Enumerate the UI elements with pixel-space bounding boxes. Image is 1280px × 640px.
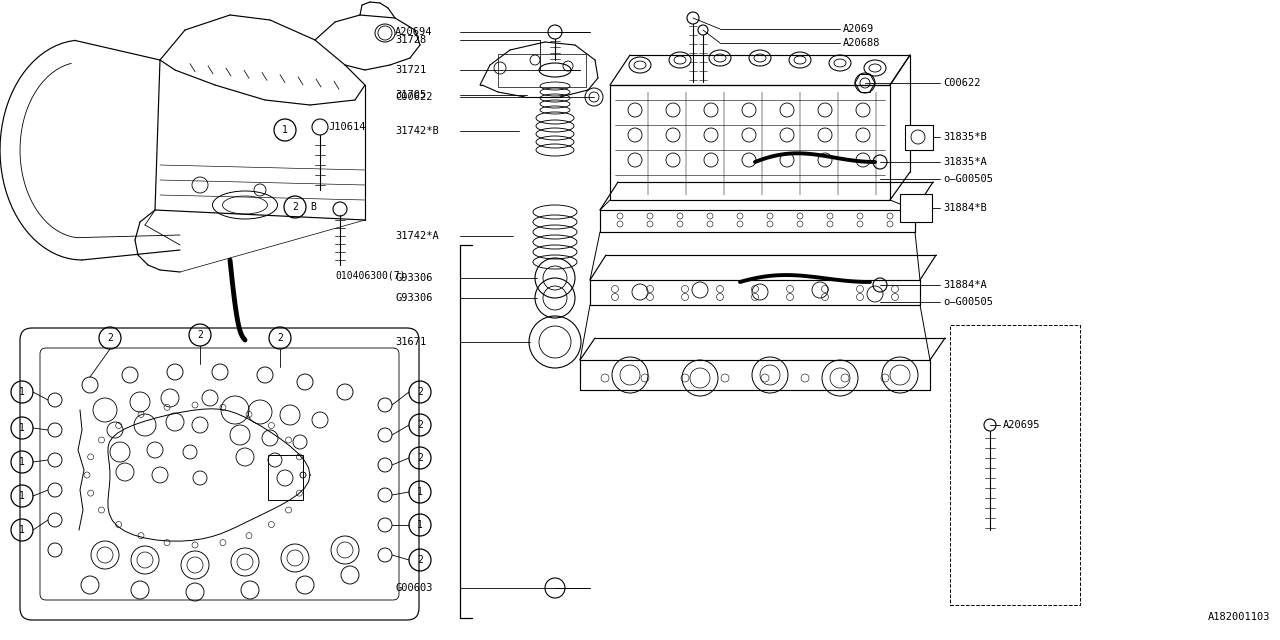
- Bar: [905, 125, 933, 150]
- Text: A2069: A2069: [844, 24, 874, 34]
- Text: 1: 1: [19, 457, 24, 467]
- Text: 31835*B: 31835*B: [943, 132, 987, 142]
- Text: 2: 2: [276, 333, 283, 343]
- Text: C00622: C00622: [396, 92, 433, 102]
- Text: G93306: G93306: [396, 273, 433, 283]
- Bar: [950, 325, 1080, 605]
- Text: 31742*B: 31742*B: [396, 126, 439, 136]
- Text: 010406300(7): 010406300(7): [335, 270, 406, 280]
- Text: 1: 1: [282, 125, 288, 135]
- Text: 1: 1: [417, 487, 422, 497]
- Text: 1: 1: [19, 387, 24, 397]
- Text: A20694: A20694: [396, 27, 433, 37]
- Text: 31835*A: 31835*A: [943, 157, 987, 167]
- Text: 2: 2: [417, 387, 422, 397]
- Text: 31721: 31721: [396, 65, 426, 75]
- Text: A182001103: A182001103: [1207, 612, 1270, 622]
- Text: 31705: 31705: [396, 90, 426, 100]
- Text: 2: 2: [108, 333, 113, 343]
- Text: 31728: 31728: [396, 35, 426, 45]
- Text: 2: 2: [417, 453, 422, 463]
- Text: 1: 1: [417, 520, 422, 530]
- Text: 1: 1: [19, 525, 24, 535]
- Bar: [268, 455, 303, 500]
- Text: J10614: J10614: [328, 122, 366, 132]
- Text: 1: 1: [19, 423, 24, 433]
- Text: 1: 1: [19, 491, 24, 501]
- Bar: [611, 85, 890, 200]
- Text: G00603: G00603: [396, 583, 433, 593]
- Text: A20688: A20688: [844, 38, 881, 48]
- Text: 31884*A: 31884*A: [943, 280, 987, 290]
- Text: 31742*A: 31742*A: [396, 231, 439, 241]
- Text: 2: 2: [417, 420, 422, 430]
- FancyBboxPatch shape: [20, 328, 419, 620]
- Text: 2: 2: [292, 202, 298, 212]
- Text: 2: 2: [417, 555, 422, 565]
- Bar: [498, 54, 586, 87]
- Text: 31671: 31671: [396, 337, 426, 347]
- Text: G93306: G93306: [396, 293, 433, 303]
- Text: C00622: C00622: [943, 78, 980, 88]
- Text: 31884*B: 31884*B: [943, 203, 987, 213]
- Text: o—G00505: o—G00505: [943, 174, 993, 184]
- Text: B: B: [310, 202, 316, 212]
- Bar: [900, 194, 932, 222]
- Text: 2: 2: [197, 330, 204, 340]
- Text: A20695: A20695: [1004, 420, 1041, 430]
- Text: o—G00505: o—G00505: [943, 297, 993, 307]
